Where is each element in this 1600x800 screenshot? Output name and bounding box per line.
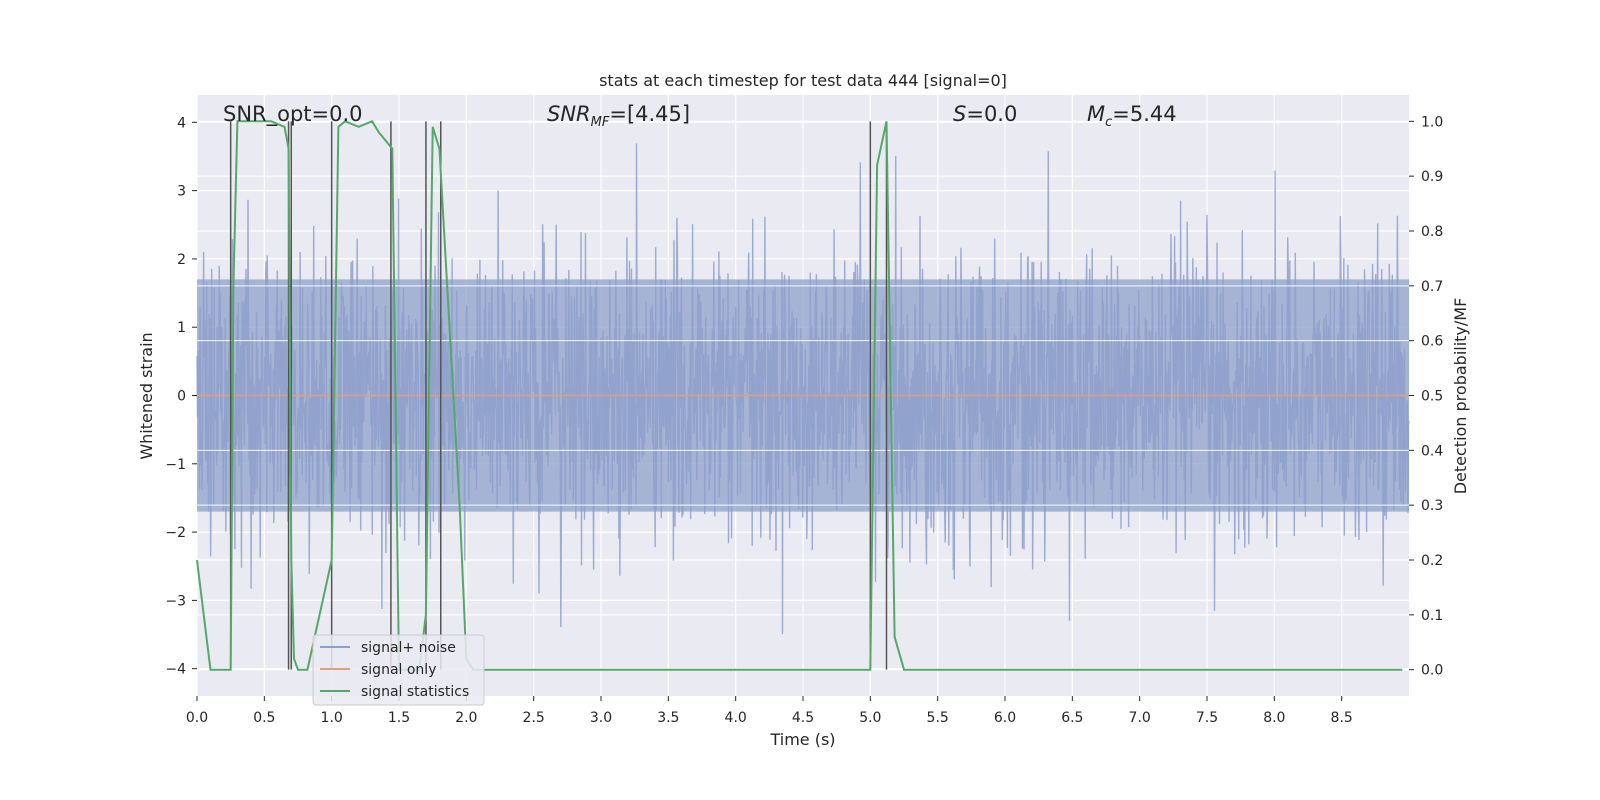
y-right-tick-label: 0.0 [1421, 663, 1443, 679]
y-axis-label-left: Whitened strain [137, 332, 156, 459]
y-right-tick-label: 0.6 [1421, 334, 1443, 350]
x-tick-label: 3.5 [657, 710, 679, 726]
y-tick-label: 0 [177, 389, 186, 405]
x-tick-label: 4.0 [725, 710, 747, 726]
y-right-tick-label: 0.7 [1421, 279, 1443, 295]
y-right-tick-label: 1.0 [1421, 114, 1443, 130]
legend-label-signal-only: signal only [361, 662, 436, 678]
y-tick-label: −4 [165, 662, 186, 678]
y-tick-label: 2 [177, 252, 186, 268]
y-tick-label: 1 [177, 320, 186, 336]
y-axis-ticks-right: 1.0 0.9 0.8 0.7 0.6 0.5 0.4 0.3 0.2 0.1 0.0 [1409, 114, 1443, 679]
annotation-s-stat: S=0.0 [953, 102, 1017, 126]
y-right-tick-label: 0.3 [1421, 498, 1443, 514]
series-signal-statistics-line [196, 120, 1403, 671]
x-tick-label: 0.0 [186, 710, 208, 726]
y-tick-label: −3 [165, 593, 186, 609]
legend: signal+ noise signal only signal statist… [312, 634, 485, 706]
x-axis-label: Time (s) [769, 730, 835, 749]
legend-label-signal-plus-noise: signal+ noise [361, 640, 456, 656]
y-axis-ticks-left: 4 3 2 1 0 −1 −2 −3 −4 [165, 115, 197, 678]
y-tick-label: −1 [165, 457, 186, 473]
annotation-s-rest: =0.0 [966, 102, 1017, 126]
x-tick-label: 5.5 [927, 710, 949, 726]
annotation-snr-opt: SNR_opt=0.0 [223, 102, 363, 127]
annotation-chirp-mass: Mc=5.44 [1087, 102, 1177, 130]
x-tick-label: 5.0 [859, 710, 881, 726]
x-tick-label: 3.0 [590, 710, 612, 726]
y-tick-label: 4 [177, 115, 186, 131]
y-right-tick-label: 0.2 [1421, 553, 1443, 569]
annotation-mc-main: M [1087, 102, 1105, 126]
x-tick-label: 0.5 [253, 710, 275, 726]
chart-title: stats at each timestep for test data 444… [599, 71, 1007, 90]
x-tick-label: 7.0 [1129, 710, 1151, 726]
x-tick-label: 7.5 [1196, 710, 1218, 726]
annotation-mc-rest: =5.44 [1112, 102, 1176, 126]
x-tick-label: 8.0 [1263, 710, 1285, 726]
y-right-tick-label: 0.9 [1421, 169, 1443, 185]
annotation-snr-mf-main: SNR [547, 102, 591, 126]
annotation-mc-sub: c [1105, 115, 1112, 130]
legend-box [312, 634, 485, 706]
y-axis-label-right: Detection probability/MF [1451, 298, 1470, 495]
y-tick-label: −2 [165, 525, 186, 541]
x-tick-label: 6.0 [994, 710, 1016, 726]
x-tick-label: 1.0 [321, 710, 343, 726]
annotation-snr-mf-rest: =[4.45] [609, 102, 690, 126]
y-right-tick-label: 0.8 [1421, 224, 1443, 240]
legend-label-signal-statistics: signal statistics [361, 684, 469, 700]
x-tick-label: 1.5 [388, 710, 410, 726]
x-tick-label: 2.5 [523, 710, 545, 726]
x-tick-label: 8.5 [1331, 710, 1353, 726]
annotation-snr-mf: SNRMF=[4.45] [547, 102, 690, 130]
y-right-tick-label: 0.1 [1421, 608, 1443, 624]
x-tick-label: 4.5 [792, 710, 814, 726]
y-tick-label: 3 [177, 184, 186, 200]
x-tick-label: 6.5 [1061, 710, 1083, 726]
y-right-tick-label: 0.4 [1421, 443, 1443, 459]
y-right-tick-label: 0.5 [1421, 389, 1443, 405]
x-axis-ticks: 0.0 0.5 1.0 1.5 2.0 2.5 3.0 3.5 4.0 4.5 5.0 5.5 6.0 6… [186, 696, 1353, 726]
x-tick-label: 2.0 [455, 710, 477, 726]
annotation-snr-mf-sub: MF [591, 115, 610, 130]
annotation-s-main: S [953, 102, 966, 126]
